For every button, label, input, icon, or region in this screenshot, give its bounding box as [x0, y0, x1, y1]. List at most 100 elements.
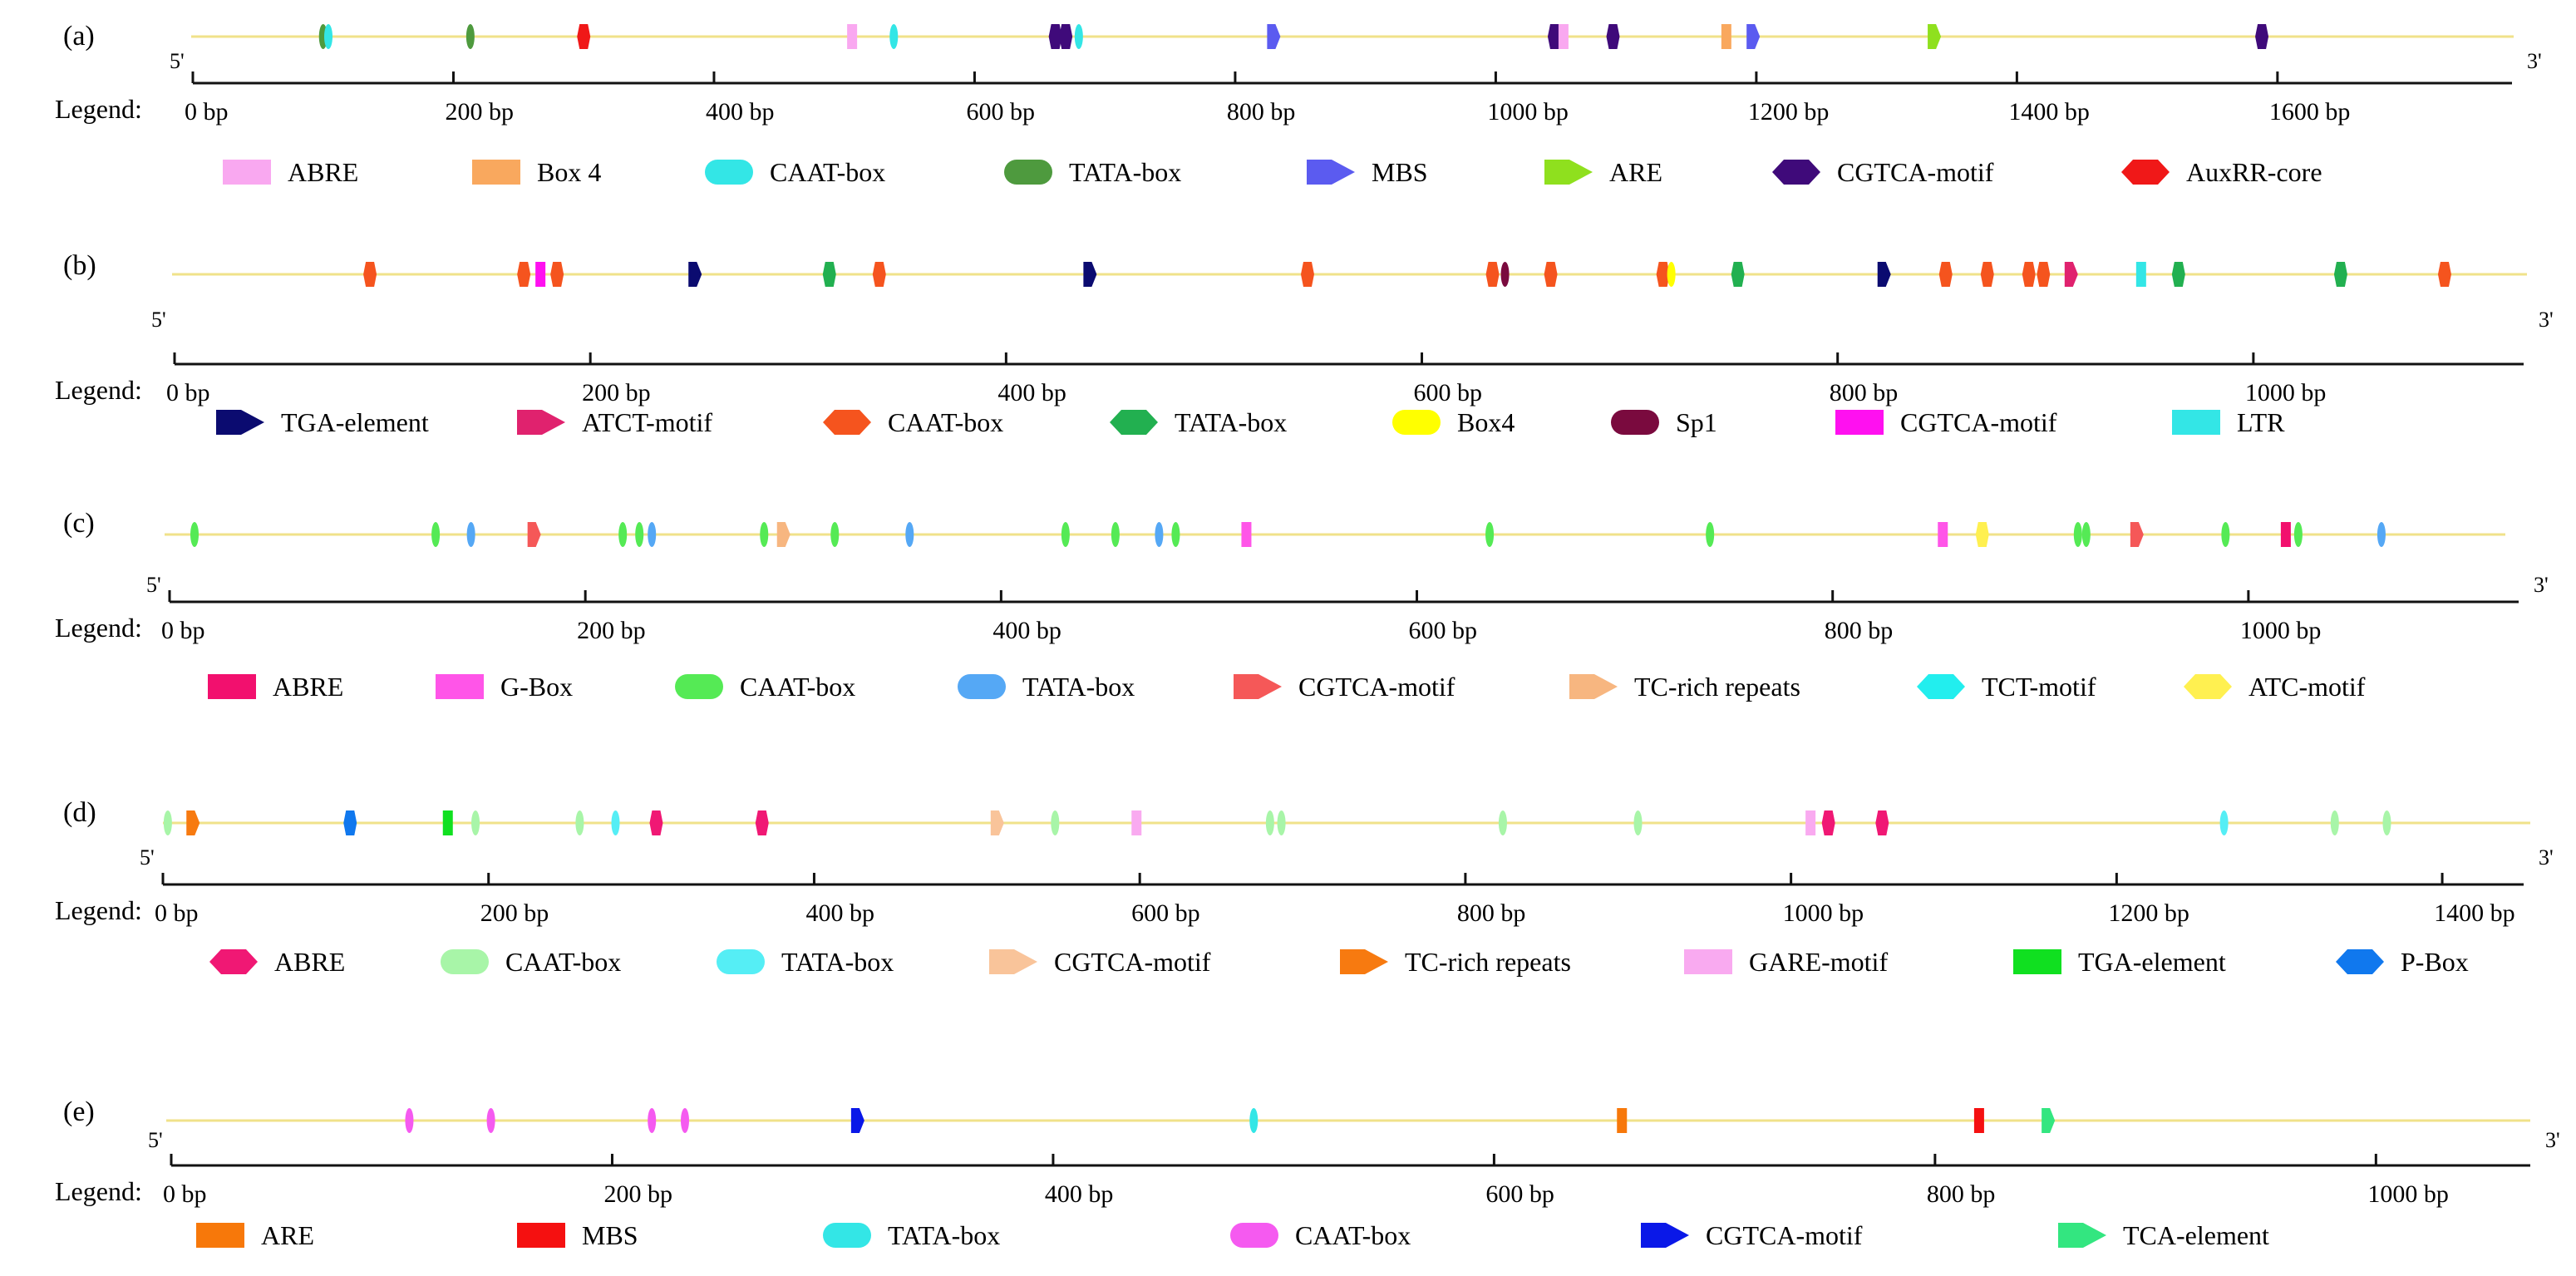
marker-g-box: [1241, 522, 1252, 547]
marker-gare-motif: [1131, 810, 1142, 835]
marker-caat-box: [1633, 810, 1643, 835]
panel-c: (c) 5' 3' 0 bp 200 bp 400 bp 600 bp 800 bp 1000 …: [55, 508, 2549, 702]
marker-tata-box: [905, 522, 914, 547]
marker-caat-box: [1074, 24, 1083, 49]
tick-label: 1000 bp: [2245, 379, 2327, 406]
marker-are: [1928, 24, 1942, 49]
legend-item-cgtca-motif: CGTCA-motif: [1234, 672, 1455, 702]
marker-cgtca-motif: [527, 522, 541, 547]
tick-label: 400 bp: [706, 98, 775, 126]
three-prime-label: 3': [2545, 1128, 2560, 1152]
legend-caption: Legend:: [55, 375, 142, 405]
legend-label: TATA-box: [1069, 157, 1181, 187]
marker-caat-box: [1277, 810, 1286, 835]
three-prime-label: 3': [2539, 308, 2554, 332]
marker-cgtca-motif: [2130, 522, 2144, 547]
legend-label: LTR: [2237, 407, 2285, 437]
tick-label: 600 bp: [1414, 379, 1483, 406]
marker-cgtca-motif: [535, 262, 546, 287]
legend-label: TATA-box: [781, 947, 894, 977]
marker-tata-box: [1249, 1108, 1258, 1133]
tick-label: 200 bp: [577, 617, 646, 644]
tick-label: 1200 bp: [2108, 899, 2189, 927]
marker-caat-box: [1938, 262, 1953, 287]
marker-tga-element: [1877, 262, 1891, 287]
marker-gare-motif: [1805, 810, 1816, 835]
legend-item-tata-box: TATA-box: [717, 947, 894, 977]
legend-label: TC-rich repeats: [1634, 672, 1800, 702]
legend-item-auxrr-core: AuxRR-core: [2121, 157, 2322, 187]
marker-caat-box: [889, 24, 899, 49]
marker-caat-box: [486, 1108, 495, 1133]
legend-item-atc-motif: ATC-motif: [2184, 672, 2366, 702]
marker-p-box: [343, 810, 357, 835]
five-prime-label: 5': [140, 845, 155, 870]
marker-g-box: [1938, 522, 1948, 547]
marker-caat-box: [2073, 522, 2082, 547]
legend-item-tc-rich-repeats: TC-rich repeats: [1569, 672, 1800, 702]
marker-caat-box: [1498, 810, 1507, 835]
marker-cgtca-motif: [850, 1108, 864, 1133]
tick-label: 1000 bp: [2367, 1180, 2449, 1208]
marker-tata-box: [611, 810, 620, 835]
marker-caat-box: [680, 1108, 689, 1133]
legend-label: TATA-box: [888, 1220, 1000, 1250]
tick-label: 1400 bp: [2434, 899, 2515, 927]
tick-label: 800 bp: [1457, 899, 1526, 927]
legend-label: ABRE: [273, 672, 343, 702]
marker-caat-box: [1485, 522, 1495, 547]
marker-cgtca-motif: [990, 810, 1004, 835]
marker-sp1: [1500, 262, 1510, 287]
marker-tata-box: [822, 262, 836, 287]
legend-label: TGA-element: [2078, 947, 2226, 977]
tick-label: 600 bp: [1409, 617, 1478, 644]
panel-label: (a): [63, 21, 95, 52]
legend-label: ARE: [261, 1220, 314, 1250]
legend-item-caat-box: CAAT-box: [1230, 1220, 1411, 1250]
marker-abre: [1558, 24, 1569, 49]
marker-abre: [847, 24, 858, 49]
marker-caat-box: [635, 522, 644, 547]
marker-ltr: [2135, 262, 2146, 287]
marker-mbs: [1973, 1108, 1984, 1133]
marker-caat-box: [1265, 810, 1274, 835]
legend-item-p-box: P-Box: [2336, 947, 2469, 977]
marker-caat-box: [324, 24, 333, 49]
marker-cgtca-motif: [1048, 24, 1062, 49]
marker-tca-element: [2042, 1108, 2056, 1133]
legend-item-caat-box: CAAT-box: [705, 157, 885, 187]
marker-caat-box: [550, 262, 564, 287]
tick-label: 1200 bp: [1748, 98, 1830, 126]
tick-label: 200 bp: [445, 98, 514, 126]
three-prime-label: 3': [2527, 49, 2542, 73]
marker-atct-motif: [2064, 262, 2078, 287]
legend-label: TC-rich repeats: [1405, 947, 1571, 977]
marker-box4: [1667, 262, 1676, 287]
legend-item-are: ARE: [196, 1220, 314, 1250]
marker-caat-box: [471, 810, 480, 835]
five-prime-label: 5': [146, 573, 161, 597]
legend-label: ATC-motif: [2248, 672, 2366, 702]
legend-item-box4: Box4: [1392, 407, 1515, 437]
marker-tata-box: [2333, 262, 2347, 287]
legend-item-tga-element: TGA-element: [216, 407, 429, 437]
legend-caption: Legend:: [55, 895, 142, 925]
marker-box-4: [1721, 24, 1731, 49]
marker-tc-rich-repeats: [776, 522, 791, 547]
panel-a: (a) 5' 3' 0 bp 200 bp 400 bp 600 bp 800 bp 1000 …: [55, 21, 2542, 187]
marker-abre: [1875, 810, 1889, 835]
marker-mbs: [1746, 24, 1761, 49]
marker-tata-box: [2219, 810, 2229, 835]
marker-caat-box: [872, 262, 886, 287]
marker-caat-box: [2330, 810, 2339, 835]
marker-cgtca-motif: [1547, 24, 1561, 49]
legend-caption: Legend:: [55, 1176, 142, 1206]
marker-caat-box: [575, 810, 584, 835]
marker-caat-box: [1171, 522, 1180, 547]
marker-mbs: [1267, 24, 1281, 49]
legend-label: TCA-element: [2123, 1220, 2269, 1250]
tick-label: 800 bp: [1825, 617, 1894, 644]
marker-caat-box: [2437, 262, 2451, 287]
marker-are: [1617, 1108, 1628, 1133]
